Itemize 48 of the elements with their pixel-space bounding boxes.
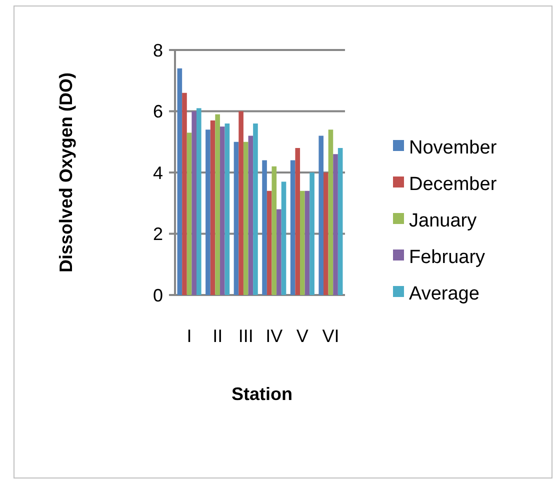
y-tick-label: 4 <box>152 162 163 183</box>
bar <box>300 190 305 295</box>
legend-label: February <box>409 247 486 268</box>
x-tick-label: II <box>212 326 223 346</box>
x-tick-label: IV <box>266 326 283 346</box>
bar <box>328 130 334 295</box>
y-tick-label: 0 <box>152 285 163 306</box>
bar <box>262 160 267 295</box>
x-tick-label: VI <box>322 326 340 346</box>
bar <box>276 209 282 295</box>
bar <box>266 190 272 295</box>
bar <box>243 142 248 295</box>
legend-label: November <box>409 138 498 159</box>
bar <box>210 120 216 295</box>
bar <box>318 136 324 295</box>
bar <box>220 126 225 295</box>
bar <box>310 172 314 295</box>
bar <box>196 108 202 295</box>
bar <box>234 142 239 295</box>
bar <box>272 166 277 295</box>
legend-label: Average <box>409 284 480 305</box>
bar <box>304 190 310 295</box>
bar <box>182 92 187 295</box>
y-tick-label: 6 <box>152 102 163 122</box>
bar <box>324 172 328 295</box>
x-tick-label: III <box>238 326 254 346</box>
y-tick-label: 2 <box>152 224 163 244</box>
y-axis-title: Dissolved Oxygen (DO) <box>56 72 76 273</box>
bar <box>248 136 254 295</box>
legend-label: January <box>409 210 478 232</box>
x-tick-label: I <box>186 326 192 346</box>
y-tick-label: 8 <box>152 40 163 60</box>
bar <box>238 111 244 295</box>
bar <box>224 124 230 295</box>
bar <box>253 124 258 295</box>
bar <box>338 148 343 295</box>
bar <box>333 154 338 295</box>
legend-label: December <box>409 174 498 196</box>
bar <box>215 114 220 295</box>
bar <box>186 132 192 295</box>
x-axis-title: Station <box>232 384 292 404</box>
bar <box>192 111 196 295</box>
bar <box>206 130 210 295</box>
bar <box>290 160 296 295</box>
x-tick-label: V <box>296 326 308 346</box>
bar <box>295 148 300 295</box>
bar <box>281 182 286 295</box>
bar <box>177 68 182 295</box>
